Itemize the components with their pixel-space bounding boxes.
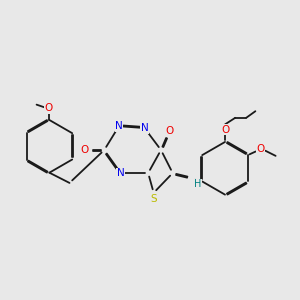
- Text: O: O: [80, 145, 88, 155]
- Text: S: S: [151, 194, 157, 204]
- Text: N: N: [117, 168, 124, 178]
- Text: O: O: [256, 144, 264, 154]
- Text: O: O: [165, 126, 173, 136]
- Text: N: N: [115, 121, 123, 131]
- Text: O: O: [44, 103, 53, 113]
- Text: N: N: [141, 123, 148, 133]
- Text: H: H: [194, 179, 201, 189]
- Text: O: O: [221, 125, 229, 135]
